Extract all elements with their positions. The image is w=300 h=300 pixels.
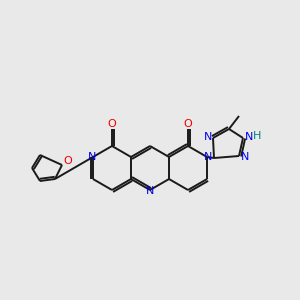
Text: N: N (204, 132, 212, 142)
Text: N: N (88, 152, 96, 162)
Text: N: N (146, 186, 154, 196)
Text: O: O (108, 119, 116, 129)
Text: H: H (253, 131, 261, 141)
Text: N: N (245, 132, 253, 142)
Text: N: N (204, 152, 212, 162)
Text: O: O (184, 119, 192, 129)
Text: N: N (241, 152, 249, 162)
Text: O: O (64, 156, 72, 166)
